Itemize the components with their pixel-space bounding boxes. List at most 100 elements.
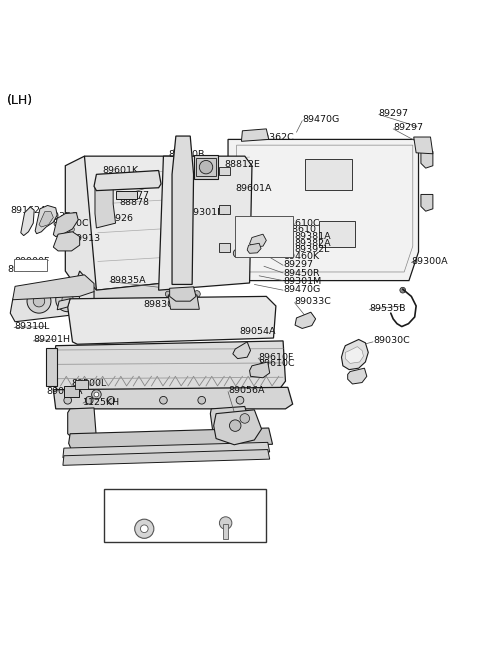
Text: 89051A: 89051A [46, 387, 83, 396]
Circle shape [33, 295, 45, 307]
Circle shape [239, 220, 246, 227]
Circle shape [241, 229, 248, 235]
Circle shape [193, 291, 200, 297]
Text: 89900F: 89900F [14, 257, 49, 266]
Polygon shape [21, 207, 34, 236]
Polygon shape [228, 140, 419, 280]
Text: 1125KH: 1125KH [83, 398, 120, 407]
Circle shape [56, 288, 80, 312]
Polygon shape [10, 284, 94, 322]
Bar [223, 524, 228, 539]
Text: 88610C: 88610C [283, 219, 320, 228]
Polygon shape [247, 243, 261, 253]
Text: 89030C: 89030C [373, 337, 410, 345]
Text: (LH): (LH) [6, 94, 33, 107]
Text: 89610F: 89610F [258, 352, 294, 362]
Text: 89382A: 89382A [295, 239, 331, 248]
Text: 89054A: 89054A [239, 327, 276, 336]
Circle shape [233, 249, 242, 257]
Polygon shape [341, 339, 368, 369]
Bar [193, 155, 218, 179]
Bar [64, 386, 79, 397]
Polygon shape [421, 151, 433, 168]
Text: 89470G: 89470G [302, 115, 339, 124]
Circle shape [135, 519, 154, 538]
Polygon shape [63, 449, 270, 465]
Polygon shape [53, 232, 80, 251]
Polygon shape [65, 156, 96, 290]
Bar [75, 380, 88, 389]
Bar [46, 348, 57, 386]
Bar [305, 159, 352, 190]
Text: 89381A: 89381A [295, 232, 331, 241]
Polygon shape [414, 137, 433, 154]
Circle shape [400, 288, 406, 293]
Text: 89601A: 89601A [236, 184, 272, 193]
Circle shape [92, 390, 101, 400]
Circle shape [94, 392, 99, 397]
Text: 89035C: 89035C [42, 212, 79, 221]
Text: 89830L: 89830L [144, 300, 179, 309]
Text: 89301M: 89301M [187, 208, 226, 217]
Bar [196, 158, 216, 176]
Polygon shape [210, 407, 254, 443]
Circle shape [141, 525, 148, 533]
Polygon shape [345, 346, 363, 364]
Circle shape [159, 396, 167, 404]
Text: 89835A: 89835A [110, 276, 146, 285]
Text: 1338CA: 1338CA [122, 496, 166, 506]
Polygon shape [53, 213, 78, 236]
Text: 88877: 88877 [120, 191, 149, 200]
Circle shape [97, 193, 105, 200]
Text: 89535B: 89535B [369, 304, 406, 313]
Text: 89450R: 89450R [283, 269, 320, 278]
Polygon shape [63, 442, 270, 458]
Circle shape [85, 396, 93, 404]
Polygon shape [57, 299, 70, 310]
Circle shape [198, 396, 205, 404]
Text: 89601K: 89601K [103, 166, 139, 175]
Text: 89301M: 89301M [283, 277, 321, 286]
Polygon shape [168, 295, 199, 309]
Polygon shape [53, 387, 293, 409]
Circle shape [27, 290, 51, 313]
Text: 89297: 89297 [393, 123, 423, 132]
Circle shape [62, 219, 71, 227]
Polygon shape [169, 287, 196, 301]
Bar [104, 489, 266, 542]
Text: 88878: 88878 [120, 198, 149, 206]
Text: 89201H: 89201H [33, 335, 70, 345]
Text: 89500L: 89500L [72, 379, 107, 388]
Circle shape [236, 396, 244, 404]
Text: (LH): (LH) [6, 94, 33, 107]
Circle shape [64, 238, 72, 245]
Text: 89162A: 89162A [10, 206, 47, 215]
Text: 89056A: 89056A [228, 386, 264, 395]
Text: 89925A: 89925A [8, 265, 44, 274]
Polygon shape [233, 342, 251, 358]
Text: 89300A: 89300A [411, 257, 448, 266]
Polygon shape [421, 195, 433, 211]
Polygon shape [250, 234, 266, 247]
Circle shape [199, 160, 213, 174]
Polygon shape [348, 368, 367, 384]
Text: 89460K: 89460K [283, 252, 319, 261]
Polygon shape [214, 410, 262, 445]
Circle shape [240, 414, 250, 423]
Polygon shape [237, 145, 413, 272]
Circle shape [229, 420, 241, 432]
Bar [219, 166, 230, 176]
Polygon shape [35, 206, 57, 234]
Text: 89033C: 89033C [295, 297, 331, 306]
Text: 89913: 89913 [70, 234, 100, 243]
Polygon shape [241, 129, 269, 141]
Polygon shape [250, 362, 270, 378]
Text: 89610C: 89610C [258, 360, 295, 368]
Circle shape [107, 396, 115, 404]
Polygon shape [75, 271, 197, 319]
Text: 89392L: 89392L [295, 246, 330, 254]
Text: 89926: 89926 [103, 214, 133, 223]
Text: 88812E: 88812E [225, 160, 261, 169]
Circle shape [62, 294, 73, 305]
Polygon shape [39, 212, 53, 227]
